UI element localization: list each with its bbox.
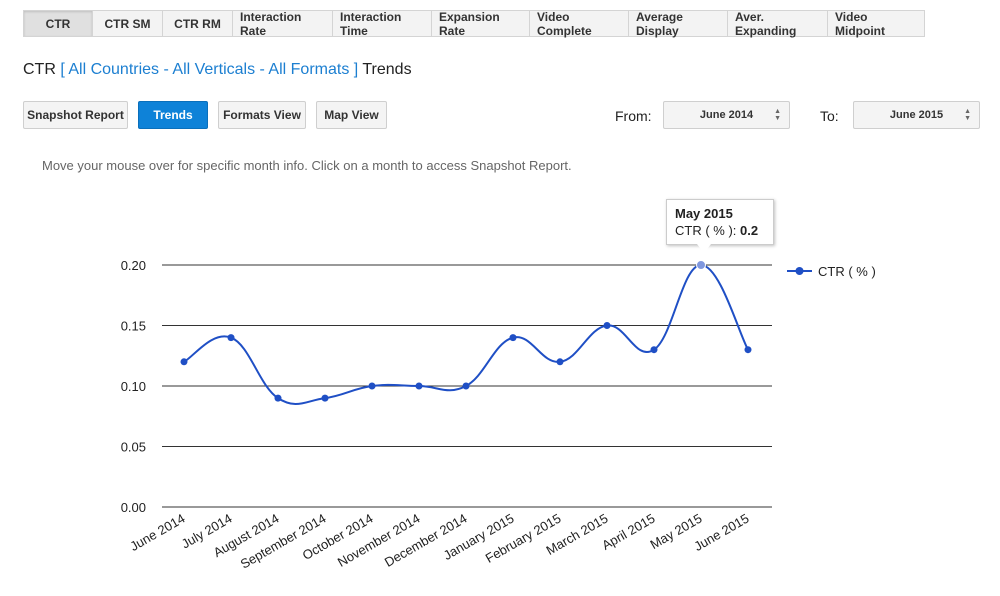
data-point[interactable] [321,394,329,402]
tab-video-midpoint[interactable]: Video Midpoint [828,10,925,38]
filters-link[interactable]: [ All Countries - All Verticals - All Fo… [60,61,359,78]
select-arrows-icon: ▲ ▼ [964,108,971,122]
tooltip-label: CTR ( % ): [675,223,737,238]
to-select-value: June 2015 [889,109,944,121]
y-tick-label: 0.05 [121,440,146,455]
data-point[interactable] [227,334,235,342]
tooltip-month: May 2015 [675,206,733,221]
data-point[interactable] [696,260,706,270]
tab-ctr-rm[interactable]: CTR RM [163,10,233,37]
from-select-value: June 2014 [699,109,754,121]
data-point[interactable] [368,382,376,390]
data-point[interactable] [744,346,752,354]
from-select[interactable]: June 2014 ▲ ▼ [663,101,790,129]
data-point[interactable] [415,382,423,390]
data-point[interactable] [509,334,517,342]
formats-view-button[interactable]: Formats View [218,101,306,129]
page-title: CTR [ All Countries - All Verticals - Al… [23,61,412,79]
data-point[interactable] [603,322,611,329]
data-point[interactable] [180,358,188,366]
to-label: To: [820,108,839,124]
from-label: From: [615,108,652,124]
to-select[interactable]: June 2015 ▲ ▼ [853,101,980,129]
view-name: Trends [362,61,412,78]
tooltip-line: CTR ( % ): 0.2 [675,223,765,238]
chart-hint: Move your mouse over for specific month … [42,158,572,173]
legend: CTR ( % ) [787,264,876,279]
tab-interaction-time[interactable]: Interaction Time [333,10,432,38]
select-arrows-icon: ▲ ▼ [774,108,781,122]
tab-expansion-rate[interactable]: Expansion Rate [432,10,530,38]
legend-label: CTR ( % ) [818,264,876,279]
tab-average-display[interactable]: Average Display [629,10,728,38]
y-tick-label: 0.10 [121,379,146,394]
y-tick-label: 0.00 [121,500,146,515]
y-tick-label: 0.20 [121,258,146,273]
tab-video-complete[interactable]: Video Complete [530,10,629,38]
legend-marker [795,267,804,275]
y-tick-label: 0.15 [121,319,146,334]
snapshot-report-button[interactable]: Snapshot Report [23,101,128,129]
x-tick-label[interactable]: April 2015 [599,511,657,553]
metric-tabs: CTR CTR SM CTR RM Interaction Rate Inter… [23,10,925,38]
data-point[interactable] [556,358,564,366]
data-point[interactable] [650,346,658,354]
tab-ctr[interactable]: CTR [23,10,93,37]
tab-aver-expanding[interactable]: Aver. Expanding [728,10,828,38]
tooltip-value: 0.2 [740,223,759,238]
data-point[interactable] [462,382,470,390]
data-point[interactable] [274,394,282,402]
tab-ctr-sm[interactable]: CTR SM [93,10,163,37]
tooltip: May 2015 CTR ( % ): 0.2 [666,199,774,253]
x-tick-label[interactable]: June 2014 [127,511,187,554]
trends-button[interactable]: Trends [138,101,208,129]
tab-interaction-rate[interactable]: Interaction Rate [233,10,333,38]
metric-name: CTR [23,61,56,78]
map-view-button[interactable]: Map View [316,101,387,129]
